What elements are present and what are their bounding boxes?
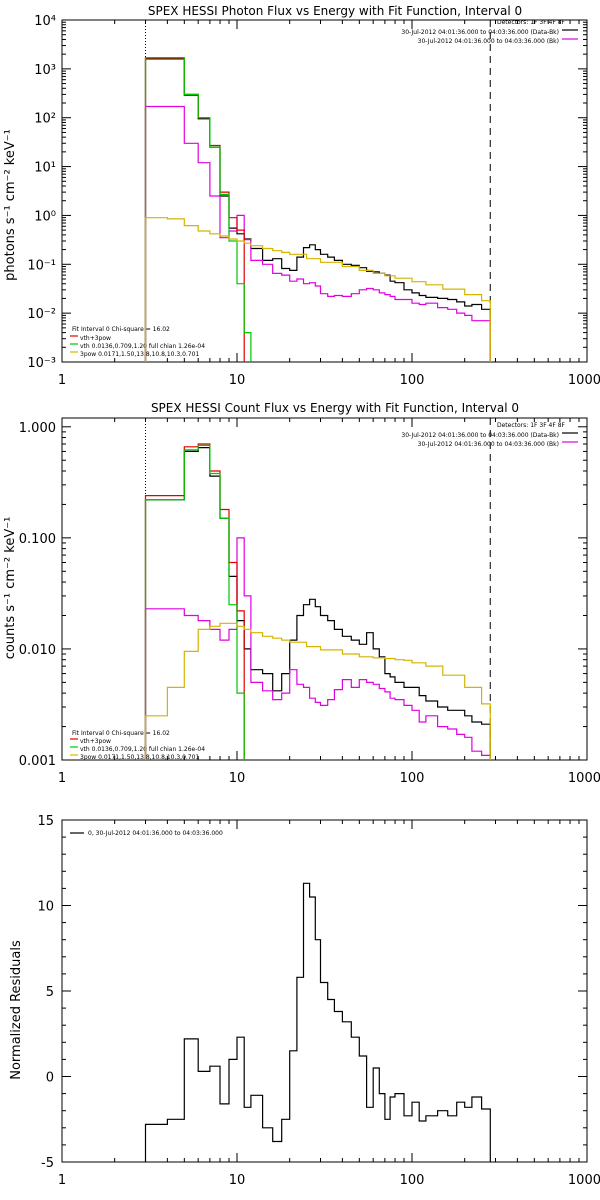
y-axis-label: Normalized Residuals bbox=[9, 940, 24, 1080]
legend-entry-3pow: 3pow 0.0171,1.50,13.8,10.8,10.3,0.701 bbox=[80, 754, 199, 761]
y-tick-label: 10 bbox=[37, 900, 54, 915]
x-axis: 1 10 100 1000 bbox=[58, 418, 600, 786]
x-tick-label: 10 bbox=[229, 373, 246, 388]
y-axis: -5 0 5 10 15 bbox=[37, 814, 587, 1171]
legend-detectors: Detectors: 1F 3F 4F 8F bbox=[497, 19, 566, 26]
x-tick-label: 1000 bbox=[568, 1173, 600, 1188]
legend-bottom: Fit Interval 0 Chi-square = 16.02 vth+3p… bbox=[72, 326, 205, 358]
y-tick-label: 10³ bbox=[34, 63, 56, 78]
series-data-bk bbox=[144, 58, 491, 362]
series-group bbox=[144, 57, 491, 362]
legend-top: Detectors: 1F 3F 4F 8F 30-Jul-2012 04:01… bbox=[401, 19, 565, 45]
y-tick-label: 0.010 bbox=[19, 643, 56, 658]
legend-entry-bk: 30-Jul-2012 04:01:36.000 to 04:03:36.000… bbox=[418, 38, 559, 45]
series-residuals bbox=[144, 882, 491, 1162]
residuals-panel: Normalized Residuals 0, 30-Jul-2012 04:0… bbox=[9, 814, 600, 1188]
y-tick-label: 0.100 bbox=[19, 532, 56, 547]
y-tick-label: 15 bbox=[37, 814, 54, 829]
x-tick-label: 1 bbox=[58, 373, 66, 388]
legend-bottom: Fit Interval 0 Chi-square = 16.02 vth+3p… bbox=[72, 730, 205, 761]
legend-entry-bk: 30-Jul-2012 04:01:36.000 to 04:03:36.000… bbox=[418, 441, 559, 448]
x-tick-label: 100 bbox=[400, 373, 425, 388]
y-tick-label: 10¹ bbox=[34, 161, 56, 176]
y-tick-label: 1.000 bbox=[19, 421, 56, 436]
x-tick-label: 100 bbox=[400, 1173, 425, 1188]
y-axis-label: photons s⁻¹ cm⁻² keV⁻¹ bbox=[3, 129, 18, 281]
count-flux-panel: SPEX HESSI Count Flux vs Energy with Fit… bbox=[3, 401, 600, 786]
legend-fit-header: Fit Interval 0 Chi-square = 16.02 bbox=[72, 326, 170, 333]
y-tick-label: 5 bbox=[46, 985, 54, 1000]
x-axis: 1 10 100 1000 bbox=[58, 820, 600, 1188]
x-axis: 1 10 100 1000 bbox=[58, 20, 600, 388]
series-group bbox=[144, 882, 491, 1162]
series-data-bk bbox=[144, 447, 491, 760]
x-tick-label: 1 bbox=[58, 1173, 66, 1188]
legend-entry-data-bk: 30-Jul-2012 04:01:36.000 to 04:03:36.000… bbox=[401, 432, 559, 439]
plot-frame bbox=[61, 819, 588, 1163]
legend-entry-data-bk: 30-Jul-2012 04:01:36.000 to 04:03:36.000… bbox=[401, 29, 559, 36]
legend-entry-residuals: 0, 30-Jul-2012 04:01:36.000 to 04:03:36.… bbox=[88, 830, 223, 837]
x-tick-label: 1 bbox=[58, 771, 66, 786]
legend-entry-vth: vth 0.0136,0.709,1.20 full chian 1.26e-0… bbox=[80, 746, 205, 753]
y-tick-label: -5 bbox=[41, 1156, 54, 1171]
x-tick-label: 1000 bbox=[568, 771, 600, 786]
legend-detectors: Detectors: 1F 3F 4F 8F bbox=[497, 422, 566, 429]
y-axis-label: counts s⁻¹ cm⁻² keV⁻¹ bbox=[3, 517, 18, 660]
x-tick-label: 1000 bbox=[568, 373, 600, 388]
panel-title: SPEX HESSI Count Flux vs Energy with Fit… bbox=[151, 401, 519, 415]
y-tick-label: 0 bbox=[46, 1071, 54, 1086]
x-tick-label: 100 bbox=[400, 771, 425, 786]
y-tick-label: 10² bbox=[34, 112, 56, 127]
x-tick-label: 10 bbox=[229, 1173, 246, 1188]
legend: 0, 30-Jul-2012 04:01:36.000 to 04:03:36.… bbox=[88, 830, 223, 837]
y-tick-label: 10⁻² bbox=[27, 307, 56, 322]
legend-fit-header: Fit Interval 0 Chi-square = 16.02 bbox=[72, 730, 170, 737]
y-tick-label: 10⁻¹ bbox=[27, 258, 56, 273]
series-group bbox=[144, 443, 491, 760]
series-bk bbox=[144, 105, 491, 362]
plot-frame bbox=[61, 417, 588, 761]
y-tick-label: 10⁻³ bbox=[27, 356, 56, 371]
panel-title: SPEX HESSI Photon Flux vs Energy with Fi… bbox=[148, 4, 522, 18]
series-vth bbox=[144, 57, 252, 362]
plot-frame bbox=[61, 19, 588, 363]
x-tick-label: 10 bbox=[229, 771, 246, 786]
y-axis: 10⁻³ 10⁻² 10⁻¹ 10⁰ 10¹ 10² 10³ 10⁴ bbox=[27, 14, 587, 371]
series-3pow bbox=[144, 622, 491, 760]
series-vth bbox=[144, 444, 245, 760]
y-axis: 0.001 0.010 0.100 1.000 bbox=[19, 421, 587, 769]
legend-entry-vth: vth 0.0136,0.709,1.20 full chian 1.26e-0… bbox=[80, 343, 205, 350]
y-tick-label: 10⁴ bbox=[34, 14, 56, 29]
legend-entry-vth-3pow: vth+3pow bbox=[80, 738, 111, 745]
photon-flux-panel: SPEX HESSI Photon Flux vs Energy with Fi… bbox=[3, 4, 600, 388]
legend-entry-3pow: 3pow 0.0171,1.50,13.8,10.8,10.3,0.701 bbox=[80, 351, 199, 358]
y-tick-label: 0.001 bbox=[19, 754, 56, 769]
y-tick-label: 10⁰ bbox=[34, 209, 56, 224]
legend-entry-vth-3pow: vth+3pow bbox=[80, 335, 111, 342]
series-3pow bbox=[144, 217, 491, 362]
legend-top: Detectors: 1F 3F 4F 8F 30-Jul-2012 04:01… bbox=[401, 422, 565, 448]
